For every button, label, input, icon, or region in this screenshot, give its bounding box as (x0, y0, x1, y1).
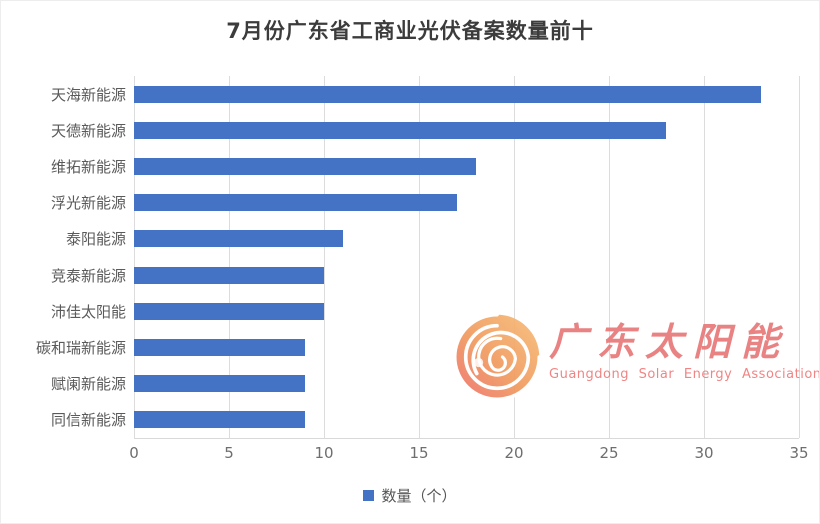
bar-row (134, 293, 799, 329)
category-label: 浮光新能源 (50, 194, 126, 213)
x-tick-label: 0 (129, 444, 139, 462)
category-axis: 天海新能源天德新能源维拓新能源浮光新能源泰阳能源竞泰新能源沛佳太阳能碳和瑞新能源… (1, 76, 126, 438)
bar-row (134, 185, 799, 221)
category-label: 天海新能源 (50, 85, 126, 104)
gridline (609, 76, 610, 438)
legend: 数量（个） (1, 485, 819, 506)
gridline (704, 76, 705, 438)
bar-赋阑新能源 (134, 375, 305, 393)
bar-浮光新能源 (134, 194, 457, 212)
bar-row (134, 148, 799, 184)
x-tick-label: 5 (224, 444, 234, 462)
bar-row (134, 329, 799, 365)
bar-row (134, 366, 799, 402)
x-tick-label: 15 (409, 444, 429, 462)
bar-竞泰新能源 (134, 266, 324, 284)
gridline (799, 76, 800, 438)
x-tick-label: 10 (314, 444, 334, 462)
bar-row (134, 221, 799, 257)
bar-维拓新能源 (134, 157, 476, 175)
bar-row (134, 76, 799, 112)
category-label: 维拓新能源 (50, 157, 126, 176)
value-axis: 0 5 10 15 20 25 30 35 (129, 444, 808, 464)
category-label: 赋阑新能源 (50, 375, 126, 394)
gridline (419, 76, 420, 438)
category-label: 竞泰新能源 (50, 266, 126, 285)
plot-area (134, 76, 800, 439)
bar-天海新能源 (134, 85, 761, 103)
bar-同信新能源 (134, 411, 305, 429)
x-tick-label: 30 (694, 444, 714, 462)
bar-泰阳能源 (134, 230, 343, 248)
category-label: 天德新能源 (50, 121, 126, 140)
gridline (514, 76, 515, 438)
category-label: 泰阳能源 (65, 230, 126, 249)
chart-title: 7月份广东省工商业光伏备案数量前十 (226, 19, 594, 43)
gridline (229, 76, 230, 438)
legend-label: 数量（个） (381, 487, 457, 505)
x-tick-label: 35 (789, 444, 809, 462)
gridline (134, 76, 135, 438)
gridline (324, 76, 325, 438)
x-tick-label: 25 (599, 444, 619, 462)
bar-row (134, 112, 799, 148)
bar-row (134, 402, 799, 438)
bar-碳和瑞新能源 (134, 338, 305, 356)
category-label: 碳和瑞新能源 (35, 338, 126, 357)
bar-沛佳太阳能 (134, 302, 324, 320)
bar-天德新能源 (134, 121, 666, 139)
legend-swatch-icon (363, 490, 375, 501)
category-label: 沛佳太阳能 (50, 302, 126, 321)
bar-row (134, 257, 799, 293)
category-label: 同信新能源 (50, 411, 126, 430)
x-tick-label: 20 (504, 444, 524, 462)
